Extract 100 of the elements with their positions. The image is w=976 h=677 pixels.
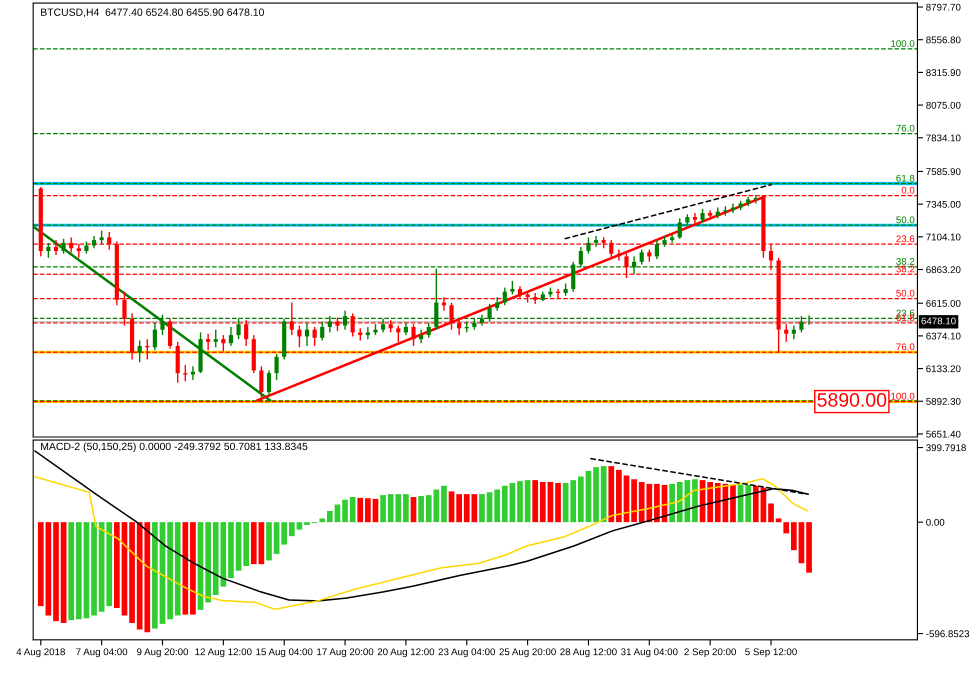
candlestick: [152, 322, 157, 351]
candlestick: [640, 248, 644, 266]
candlestick: [404, 322, 408, 336]
bar: [357, 498, 364, 522]
bar: [319, 518, 326, 522]
bar: [578, 476, 584, 522]
bar: [281, 522, 288, 545]
candlestick: [426, 322, 431, 339]
candlestick: [746, 196, 750, 207]
candlestick: [692, 212, 698, 225]
bar: [114, 522, 120, 608]
y-tick-label: 8315.90: [926, 69, 961, 76]
annotation: 61.8: [896, 174, 914, 182]
candlestick: [320, 320, 324, 342]
bar: [395, 494, 402, 522]
candlestick: [540, 290, 545, 302]
bar: [388, 494, 394, 522]
annotation: 100.0: [891, 40, 914, 47]
bar: [502, 486, 508, 522]
annotation: 23.6: [896, 235, 914, 242]
candlestick: [662, 235, 667, 248]
bar: [692, 479, 698, 522]
bar: [433, 490, 440, 522]
candlestick: [464, 320, 469, 334]
annotation: 38.2: [896, 258, 914, 265]
bar: [182, 522, 188, 615]
bar: [730, 484, 736, 522]
candlestick: [373, 324, 378, 336]
y-tick-label: 7104.10: [926, 234, 961, 240]
bar: [426, 495, 432, 522]
bar: [532, 480, 538, 522]
y-tick-label: 5651.40: [926, 430, 961, 438]
x-tick-label: 5 Sep 12:00: [745, 648, 797, 658]
bar: [616, 470, 622, 522]
candlestick: [495, 296, 500, 312]
bar: [46, 522, 52, 616]
x-tick-label: 12 Aug 12:00: [195, 648, 252, 658]
bar: [205, 522, 211, 602]
bar: [464, 494, 470, 522]
x-tick-label: 23 Aug 04:00: [438, 648, 496, 658]
bar: [790, 522, 797, 550]
bar: [510, 482, 516, 522]
bar: [418, 496, 424, 522]
candlestick: [586, 236, 591, 254]
bar: [243, 522, 250, 566]
y-tick-label: -596.8523: [926, 630, 970, 638]
bar: [570, 480, 576, 522]
candlestick: [304, 322, 310, 347]
candlestick: [708, 210, 712, 220]
bar: [380, 495, 386, 522]
bar: [524, 480, 530, 522]
bar: [220, 522, 226, 587]
annotation: 76.0: [896, 124, 914, 132]
bar: [53, 522, 59, 622]
candlestick: [396, 324, 400, 343]
x-tick-label: 20 Aug 12:00: [378, 648, 434, 658]
bar: [608, 466, 614, 522]
bar: [212, 522, 219, 595]
candlestick: [62, 238, 66, 254]
candlestick: [138, 340, 142, 363]
bar: [456, 494, 462, 522]
bar: [494, 490, 500, 522]
bar: [152, 522, 158, 629]
candlestick: [274, 353, 279, 381]
ref-line-label: 6478.10: [921, 318, 956, 324]
bar: [372, 498, 378, 522]
bar: [136, 522, 143, 630]
x-tick-label: 31 Aug 04:00: [621, 648, 678, 658]
bar: [198, 522, 204, 610]
candlestick: [647, 248, 652, 263]
candlestick: [738, 200, 743, 211]
bar: [638, 482, 645, 522]
y-tick-label: 6615.00: [926, 300, 961, 307]
candlestick: [716, 206, 720, 220]
bar: [600, 466, 607, 522]
bar: [60, 522, 66, 623]
bar: [700, 480, 706, 522]
candlestick: [616, 248, 621, 262]
bar: [144, 522, 150, 632]
bar: [562, 482, 568, 522]
candlestick: [312, 326, 317, 347]
annotation: 0.0: [902, 186, 914, 194]
y-tick-label: 0.00: [926, 518, 944, 526]
y-tick-label: 399.7918: [926, 444, 966, 452]
candlestick: [190, 366, 196, 381]
bar: [517, 481, 523, 522]
y-tick-label: 6133.20: [926, 365, 961, 372]
chart-title: BTCUSD,H4 6477.40 6524.80 6455.90 6478.10: [41, 8, 264, 18]
bar: [76, 522, 82, 620]
y-tick-label: 7345.00: [926, 200, 961, 208]
candlestick: [594, 235, 598, 248]
bar: [98, 522, 104, 612]
bar: [250, 522, 257, 564]
x-tick-label: 7 Aug 04:00: [76, 648, 128, 658]
candlestick: [358, 328, 362, 342]
x-tick-label: 15 Aug 04:00: [256, 648, 312, 658]
x-tick-label: 2 Sep 20:00: [684, 648, 736, 658]
y-tick-label: 6374.10: [926, 332, 961, 340]
y-tick-label: 6863.20: [926, 266, 961, 274]
candlestick: [730, 202, 736, 214]
